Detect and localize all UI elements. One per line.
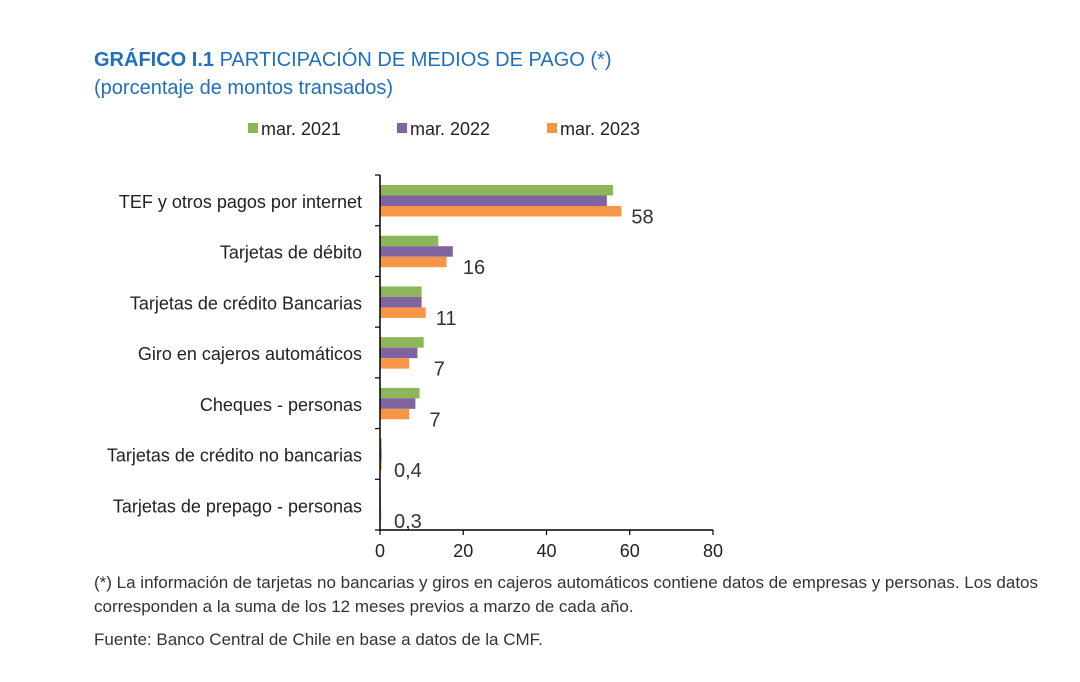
category-label-5: Cheques - personas xyxy=(200,395,362,415)
bar-3-3 xyxy=(380,307,426,318)
legend-label-1: mar. 2021 xyxy=(261,119,341,139)
bar-3-4 xyxy=(380,358,410,369)
legend-swatch-2 xyxy=(397,123,407,133)
bar-2-1 xyxy=(380,195,607,206)
data-label-4: 7 xyxy=(434,359,445,381)
chart-title-block: GRÁFICO I.1 PARTICIPACIÓN DE MEDIOS DE P… xyxy=(94,46,611,102)
legend-swatch-1 xyxy=(248,123,258,133)
chart-title: GRÁFICO I.1 PARTICIPACIÓN DE MEDIOS DE P… xyxy=(94,46,611,74)
chart-subtitle: (porcentaje de montos transados) xyxy=(94,77,394,99)
category-label-1: TEF y otros pagos por internet xyxy=(119,192,362,212)
chart-notes: (*) La información de tarjetas no bancar… xyxy=(94,573,1039,616)
data-label-2: 16 xyxy=(463,257,485,279)
bar-3-6 xyxy=(380,459,382,471)
bar-3-2 xyxy=(380,256,447,268)
bar-2-5 xyxy=(380,398,416,409)
data-label-5: 7 xyxy=(430,409,441,431)
x-tick-label-3: 40 xyxy=(536,541,556,561)
x-tick-label-2: 20 xyxy=(453,541,473,561)
category-label-2: Tarjetas de débito xyxy=(220,243,362,263)
chart-code: GRÁFICO I.1 xyxy=(94,49,215,71)
category-label-7: Tarjetas de prepago - personas xyxy=(113,496,362,516)
bar-1-5 xyxy=(380,387,420,399)
bar-2-2 xyxy=(380,246,453,257)
bar-1-3 xyxy=(380,286,422,297)
legend-label-3: mar. 2023 xyxy=(560,119,640,139)
bar-3-1 xyxy=(380,206,622,217)
category-label-4: Giro en cajeros automáticos xyxy=(138,344,362,364)
legend-label-2: mar. 2022 xyxy=(410,119,490,139)
bar-3-5 xyxy=(380,408,410,420)
data-label-1: 58 xyxy=(631,207,653,229)
bar-2-6 xyxy=(380,449,382,460)
x-tick-label-5: 80 xyxy=(703,541,723,561)
category-label-6: Tarjetas de crédito no bancarias xyxy=(107,446,362,466)
legend-swatch-3 xyxy=(547,123,557,133)
data-label-7: 0,3 xyxy=(394,511,422,533)
bar-1-6 xyxy=(380,438,382,450)
bar-1-4 xyxy=(380,337,424,348)
chart-source: Fuente: Banco Central de Chile en base a… xyxy=(94,630,543,649)
x-tick-label-4: 60 xyxy=(620,541,640,561)
bar-2-4 xyxy=(380,347,418,359)
bar-1-1 xyxy=(380,185,614,196)
chart-title-text: PARTICIPACIÓN DE MEDIOS DE PAGO (*) xyxy=(219,49,612,71)
x-tick-label-1: 0 xyxy=(375,541,385,561)
bar-1-2 xyxy=(380,235,439,247)
data-label-3: 11 xyxy=(436,308,457,330)
category-label-3: Tarjetas de crédito Bancarias xyxy=(130,293,362,313)
bar-2-3 xyxy=(380,296,422,308)
data-label-6: 0,4 xyxy=(394,460,422,482)
